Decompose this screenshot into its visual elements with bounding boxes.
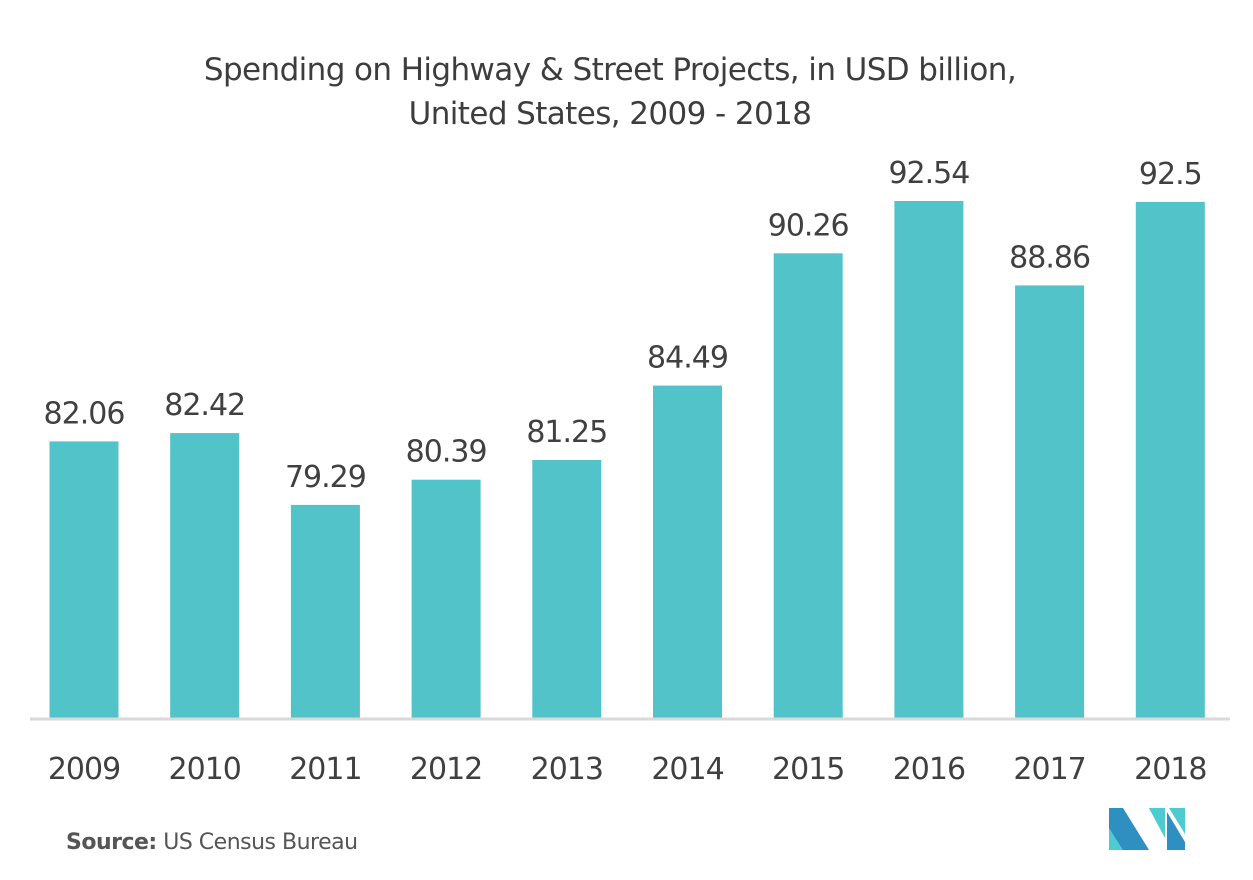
data-label-2017: 88.86 xyxy=(1009,240,1090,275)
data-label-2014: 84.49 xyxy=(647,341,728,376)
x-tick-label-2017: 2017 xyxy=(1013,752,1085,787)
logo-mid-light xyxy=(1149,808,1165,838)
data-label-2018: 92.5 xyxy=(1139,157,1202,192)
bar-2013 xyxy=(532,460,602,718)
logo-left-dark xyxy=(1109,808,1149,850)
data-label-2009: 82.06 xyxy=(44,396,125,431)
data-label-2013: 81.25 xyxy=(526,415,607,450)
x-tick-label-2011: 2011 xyxy=(289,752,361,787)
bar-2009 xyxy=(49,441,119,718)
x-tick-label-2018: 2018 xyxy=(1134,752,1206,787)
x-tick-label-2009: 2009 xyxy=(48,752,120,787)
data-label-2016: 92.54 xyxy=(888,156,969,191)
x-tick-label-2016: 2016 xyxy=(893,752,965,787)
x-tick-labels-group: 2009 2010 2011 2012 2013 2014 2015 2016 2017 2018 xyxy=(48,752,1208,787)
x-tick-label-2013: 2013 xyxy=(531,752,603,787)
data-label-2010: 82.42 xyxy=(164,388,245,423)
data-labels-group: 82.06 82.42 79.29 80.39 81.25 84.49 90.26 92.54… xyxy=(44,156,1203,495)
source-text: US Census Bureau xyxy=(163,830,358,855)
x-tick-label-2015: 2015 xyxy=(772,752,844,787)
bar-2011 xyxy=(290,504,360,718)
data-label-2012: 80.39 xyxy=(406,435,487,470)
bar-2016 xyxy=(894,201,964,718)
bar-2014 xyxy=(653,385,722,718)
source-note: Source: US Census Bureau xyxy=(66,830,358,855)
logo-right-dark xyxy=(1167,812,1185,850)
bar-2010 xyxy=(170,433,240,718)
chart-title-line-1: Spending on Highway & Street Projects, i… xyxy=(203,52,1017,88)
bar-2012 xyxy=(411,479,481,718)
source-label: Source: xyxy=(66,830,157,855)
bars-group xyxy=(49,201,1205,719)
data-label-2011: 79.29 xyxy=(285,460,366,495)
chart-title-line-2: United States, 2009 - 2018 xyxy=(408,96,812,132)
bar-2015 xyxy=(773,253,843,719)
x-tick-label-2012: 2012 xyxy=(410,752,482,787)
bar-2017 xyxy=(1015,285,1085,718)
chart-title: Spending on Highway & Street Projects, i… xyxy=(0,48,1220,136)
x-tick-label-2010: 2010 xyxy=(169,752,241,787)
logo-right-light xyxy=(1169,808,1185,834)
x-tick-label-2014: 2014 xyxy=(651,752,723,787)
mordor-intelligence-logo-icon xyxy=(1109,808,1185,850)
data-label-2015: 90.26 xyxy=(768,208,849,243)
bar-2018 xyxy=(1135,201,1205,718)
